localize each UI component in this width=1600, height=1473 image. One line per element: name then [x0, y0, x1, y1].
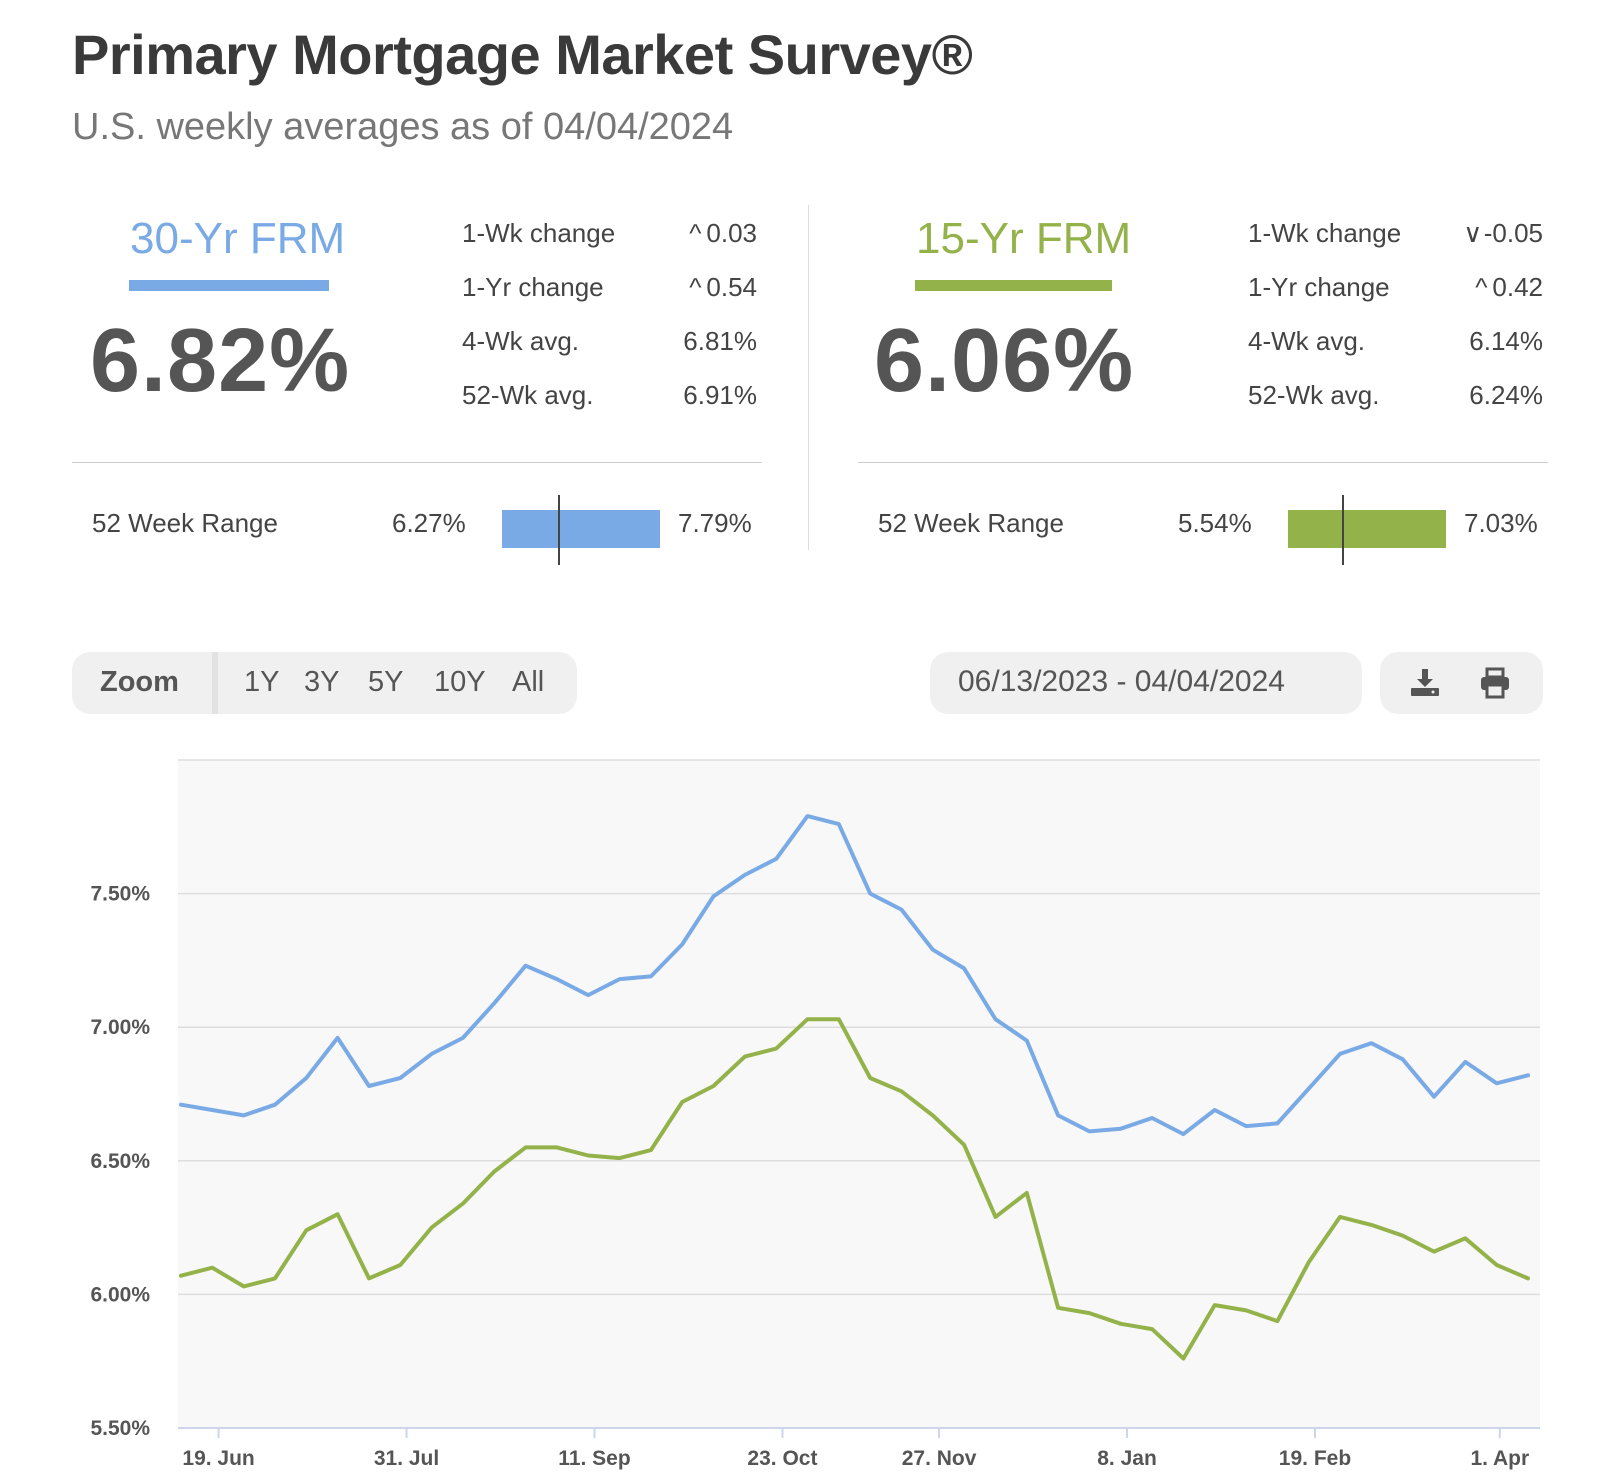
x-tick-label: 19. Feb: [1279, 1447, 1351, 1470]
stat-label: 1-Wk change: [462, 218, 616, 248]
stat-label: 1-Yr change: [1248, 272, 1390, 302]
y-tick-label: 7.50%: [90, 883, 150, 906]
date-range-box[interactable]: 06/13/2023 - 04/04/2024: [930, 652, 1362, 714]
frm15-stat-1wk: 1-Wk change ∨-0.05: [1248, 212, 1543, 266]
frm30-stat-1wk: 1-Wk change ^ 0.03: [462, 212, 757, 266]
x-tick-label: 27. Nov: [902, 1447, 977, 1470]
frm15-label: 15-Yr FRM: [916, 214, 1132, 263]
range-high: 7.79%: [678, 508, 752, 538]
page-subtitle: U.S. weekly averages as of 04/04/2024: [72, 106, 734, 148]
range-low: 5.54%: [1178, 508, 1252, 538]
frm30-series-line[interactable]: [179, 814, 1530, 1137]
frm15-stat-1yr: 1-Yr change ^ 0.42: [1248, 266, 1543, 320]
frm15-underline: [915, 280, 1112, 291]
x-tick-label: 19. Jun: [182, 1447, 254, 1470]
zoom-1y-button[interactable]: 1Y: [244, 666, 280, 698]
frm30-rate: 6.82%: [90, 311, 351, 411]
range-bar: [502, 510, 660, 548]
zoom-all-button[interactable]: All: [512, 666, 545, 698]
zoom-10y-button[interactable]: 10Y: [434, 666, 486, 698]
zoom-control: Zoom 1Y 3Y 5Y 10Y All: [72, 652, 577, 714]
zoom-5y-button[interactable]: 5Y: [368, 666, 404, 698]
chevron-up-icon: ^: [1475, 272, 1488, 302]
y-tick-label: 5.50%: [90, 1417, 150, 1440]
range-bar: [1288, 510, 1446, 548]
y-tick-label: 6.50%: [90, 1150, 150, 1173]
frm30-stat-1yr: 1-Yr change ^ 0.54: [462, 266, 757, 320]
stat-number: 0.42: [1492, 272, 1543, 302]
panel-divider: [808, 205, 809, 550]
divider: [858, 462, 1548, 463]
frm15-stats: 1-Wk change ∨-0.05 1-Yr change ^ 0.42 4-W…: [1248, 212, 1543, 428]
frm30-stats: 1-Wk change ^ 0.03 1-Yr change ^ 0.54 4-Wk…: [462, 212, 757, 428]
x-tick-label: 23. Oct: [747, 1447, 817, 1470]
grid-lines: [178, 759, 1540, 1296]
chevron-up-icon: ^: [689, 218, 702, 248]
stat-label: 52-Wk avg.: [462, 380, 594, 410]
frm30-label: 30-Yr FRM: [130, 214, 346, 263]
stat-number: 0.54: [706, 272, 757, 302]
stat-value: ^ 0.54: [684, 272, 757, 303]
stat-label: 4-Wk avg.: [462, 326, 580, 356]
range-current-marker: [558, 495, 561, 565]
frm30-panel: 30-Yr FRM 6.82% 1-Wk change ^ 0.03 1-Yr c…: [72, 200, 762, 565]
range-high: 7.03%: [1464, 508, 1538, 538]
stat-value: ^ 0.42: [1470, 272, 1543, 303]
rate-history-chart: 5.50% 6.00% 6.50% 7.00% 7.50% 19. Jun 31. Jul…: [90, 759, 1540, 1470]
divider: [72, 462, 762, 463]
range-label: 52 Week Range: [878, 508, 1064, 538]
frm30-stat-52wk: 52-Wk avg. 6.91%: [462, 374, 757, 428]
frm15-series-line[interactable]: [179, 1017, 1530, 1361]
stat-label: 52-Wk avg.: [1248, 380, 1380, 410]
chevron-down-icon: ∨: [1463, 218, 1483, 248]
stat-number: 0.03: [706, 218, 757, 248]
stat-value: 6.81%: [683, 326, 757, 356]
chart-tools: [1380, 652, 1543, 714]
x-axis: 19. Jun 31. Jul 11. Sep 23. Oct 27. Nov 8. Ja…: [178, 1427, 1540, 1470]
frm15-stat-4wk: 4-Wk avg. 6.14%: [1248, 320, 1543, 374]
x-tick-label: 8. Jan: [1097, 1447, 1157, 1470]
stat-label: 1-Wk change: [1248, 218, 1402, 248]
frm15-panel: 15-Yr FRM 6.06% 1-Wk change ∨-0.05 1-Yr …: [858, 200, 1548, 565]
series-lines: [179, 814, 1530, 1361]
x-tick-label: 1. Apr: [1470, 1447, 1529, 1470]
frm15-rate: 6.06%: [874, 311, 1135, 411]
range-low: 6.27%: [392, 508, 466, 538]
range-label: 52 Week Range: [92, 508, 278, 538]
zoom-label: Zoom: [100, 666, 179, 698]
stat-value: 6.24%: [1469, 380, 1543, 410]
zoom-3y-button[interactable]: 3Y: [304, 666, 340, 698]
stat-value: 6.14%: [1469, 326, 1543, 356]
stat-label: 1-Yr change: [462, 272, 604, 302]
y-tick-label: 7.00%: [90, 1016, 150, 1039]
zoom-separator: [212, 652, 218, 714]
stat-value: 6.91%: [683, 380, 757, 410]
frm30-stat-4wk: 4-Wk avg. 6.81%: [462, 320, 757, 374]
date-range-text: 06/13/2023 - 04/04/2024: [958, 665, 1285, 698]
range-current-marker: [1342, 495, 1345, 565]
x-tick-label: 11. Sep: [558, 1447, 630, 1470]
print-icon[interactable]: [1478, 666, 1512, 700]
chevron-up-icon: ^: [689, 272, 702, 302]
stat-number: -0.05: [1483, 218, 1543, 248]
frm15-stat-52wk: 52-Wk avg. 6.24%: [1248, 374, 1543, 428]
stat-value: ^ 0.03: [684, 218, 757, 249]
download-icon[interactable]: [1408, 666, 1442, 700]
frm30-underline: [129, 280, 329, 291]
x-tick-label: 31. Jul: [374, 1447, 439, 1470]
y-tick-label: 6.00%: [90, 1283, 150, 1306]
page-title: Primary Mortgage Market Survey®: [72, 23, 973, 86]
plot-background: [178, 760, 1540, 1428]
stat-value: ∨-0.05: [1462, 218, 1543, 249]
y-axis: 5.50% 6.00% 6.50% 7.00% 7.50%: [90, 883, 150, 1440]
stat-label: 4-Wk avg.: [1248, 326, 1366, 356]
